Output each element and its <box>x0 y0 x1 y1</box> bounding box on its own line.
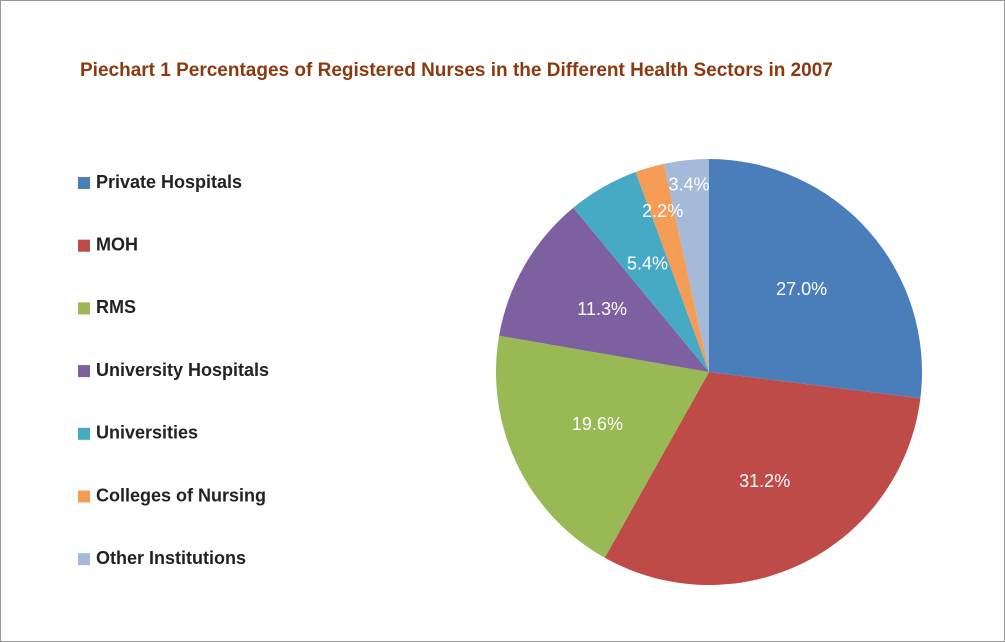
pie-slice <box>496 335 709 558</box>
data-label: 27.0% <box>776 279 827 299</box>
pie-slice <box>635 163 709 372</box>
pie-slice <box>499 207 709 372</box>
data-label: 5.4% <box>627 254 668 274</box>
data-label: 11.3% <box>577 299 627 319</box>
legend-label: Private Hospitals <box>96 172 242 192</box>
chart-title: Piechart 1 Percentages of Registered Nur… <box>80 60 833 81</box>
data-label: 3.4% <box>669 174 710 194</box>
legend-swatch <box>78 490 90 503</box>
pie-slice <box>709 159 922 399</box>
pie-slice <box>573 172 709 372</box>
legend-swatch <box>78 553 90 566</box>
legend-swatch <box>78 427 90 440</box>
legend-label: Universities <box>96 423 198 443</box>
legend-label: Other Institutions <box>96 548 246 568</box>
legend-swatch <box>78 239 90 252</box>
legend-swatch <box>78 177 90 189</box>
pie-slice <box>663 159 709 372</box>
data-label: 2.2% <box>642 201 683 221</box>
legend-label: University Hospitals <box>96 360 269 380</box>
legend-swatch <box>78 302 90 315</box>
legend-swatch <box>78 365 90 378</box>
pie-slice <box>604 372 921 585</box>
legend-label: MOH <box>96 234 138 254</box>
legend-label: Colleges of Nursing <box>96 485 266 505</box>
legend-label: RMS <box>96 297 136 317</box>
data-label: 19.6% <box>572 414 623 434</box>
data-label: 31.2% <box>739 471 790 491</box>
